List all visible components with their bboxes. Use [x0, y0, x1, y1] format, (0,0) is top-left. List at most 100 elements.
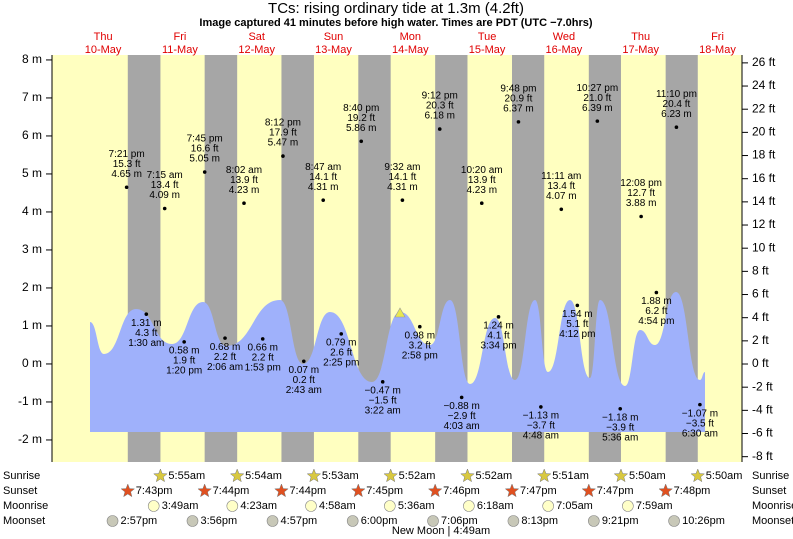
- sunset-icon: [274, 483, 289, 498]
- extreme-label: 8:02 am: [226, 165, 262, 176]
- moonset-icon: [106, 515, 119, 527]
- extreme-label: 20.3 ft: [426, 101, 454, 112]
- extreme-label: 13.9 ft: [468, 175, 496, 186]
- tide-extreme: [202, 170, 207, 174]
- tide-extreme: [595, 119, 600, 123]
- extreme-label: 6.37 m: [503, 104, 534, 115]
- sunset-time: 7:45pm: [366, 485, 403, 497]
- tide-extreme: [459, 395, 464, 400]
- extreme-label: 12.7 ft: [627, 188, 655, 199]
- y-tick-label: 3 m: [22, 242, 42, 256]
- moonrise-icon: [384, 500, 396, 512]
- extreme-label: 1.9 ft: [173, 356, 195, 367]
- extreme-label: 4:48 am: [523, 431, 559, 442]
- extreme-label: 1:53 pm: [245, 363, 281, 374]
- sunrise-time: 5:51am: [552, 470, 589, 482]
- extreme-label: 1.24 m: [483, 320, 514, 331]
- tide-extreme: [162, 206, 167, 211]
- moonset-icon: [427, 515, 439, 527]
- tide-extreme: [400, 198, 405, 202]
- extreme-label: 4:54 pm: [638, 316, 674, 327]
- moonset-icon: [346, 515, 359, 527]
- moonset-icon: [588, 515, 600, 527]
- moonset-time: 10:26pm: [682, 515, 725, 527]
- tide-extreme: [260, 337, 265, 341]
- extreme-label: 7:21 pm: [109, 149, 145, 160]
- extreme-label: −1.07 m: [682, 408, 718, 419]
- extreme-label: 4.31 m: [387, 182, 418, 193]
- row-label: Sunrise: [3, 470, 40, 482]
- moonset-icon: [186, 515, 199, 527]
- tide-extreme: [321, 198, 326, 202]
- tide-extreme: [380, 380, 385, 384]
- moonset-icon: [668, 515, 680, 527]
- date-label: 12-May: [238, 44, 275, 56]
- weekday-label: Fri: [173, 31, 186, 43]
- y-tick-label: 7 m: [22, 90, 42, 104]
- extreme-label: 6.39 m: [582, 103, 613, 114]
- y2-tick-label: -2 ft: [752, 379, 773, 393]
- extreme-label: 7:15 am: [147, 170, 183, 181]
- sunrise-time: 5:52am: [475, 470, 512, 482]
- extreme-label: 2:06 am: [207, 362, 243, 373]
- moonset-time: 8:13pm: [521, 515, 558, 527]
- sunrise-icon: [383, 468, 398, 483]
- row-label: Sunrise: [752, 470, 789, 482]
- extreme-label: 19.2 ft: [347, 113, 375, 124]
- moonrise-icon: [622, 500, 634, 512]
- sunset-time: 7:44pm: [289, 485, 326, 497]
- extreme-label: 13.9 ft: [230, 175, 258, 186]
- extreme-label: 4.1 ft: [487, 330, 509, 341]
- tide-extreme: [698, 402, 702, 407]
- date-label: 15-May: [469, 44, 506, 56]
- extreme-label: 4.23 m: [466, 185, 497, 196]
- extreme-label: 3.88 m: [626, 198, 657, 209]
- y2-tick-label: 2 ft: [752, 333, 769, 347]
- weekday-label: Fri: [711, 31, 724, 43]
- extreme-label: 4.09 m: [149, 190, 180, 201]
- tide-extreme: [242, 201, 246, 206]
- extreme-label: 0.2 ft: [293, 375, 315, 386]
- y-tick-label: 2 m: [22, 280, 42, 294]
- y-tick-label: -1 m: [18, 394, 42, 408]
- tide-extreme: [654, 290, 659, 295]
- sunrise-icon: [690, 468, 706, 483]
- sunrise-icon: [229, 468, 245, 483]
- moonrise-time: 4:23am: [240, 500, 277, 512]
- moonset-time: 2:57pm: [121, 515, 158, 527]
- extreme-label: 6:30 am: [682, 428, 718, 439]
- extreme-label: 4.31 m: [308, 182, 339, 193]
- extreme-label: 16.6 ft: [191, 144, 219, 155]
- extreme-label: 4.3 ft: [135, 328, 157, 339]
- y2-tick-label: -8 ft: [752, 449, 773, 463]
- extreme-label: 0.66 m: [247, 343, 278, 354]
- moonset-time: 4:57pm: [281, 515, 318, 527]
- moon-phase: New Moon | 4:49am: [392, 525, 490, 537]
- tide-extreme: [223, 336, 227, 340]
- extreme-label: −3.7 ft: [527, 421, 555, 432]
- extreme-label: −3.9 ft: [606, 422, 634, 433]
- y2-tick-label: 24 ft: [752, 78, 776, 92]
- extreme-label: 2:43 am: [286, 385, 322, 396]
- date-label: 16-May: [546, 44, 583, 56]
- moonrise-time: 3:49am: [162, 500, 199, 512]
- extreme-label: 2.2 ft: [214, 352, 236, 363]
- moonset-time: 7:06pm: [441, 515, 478, 527]
- tide-extreme: [496, 315, 501, 319]
- extreme-label: 8:40 pm: [343, 103, 379, 114]
- extreme-label: 6.18 m: [424, 111, 455, 122]
- y-tick-label: 6 m: [22, 128, 42, 142]
- extreme-label: 2.2 ft: [252, 353, 274, 364]
- tide-extreme: [359, 139, 364, 144]
- extreme-label: 10:27 pm: [576, 83, 618, 94]
- extreme-label: 8:47 am: [305, 162, 341, 173]
- y2-tick-label: 12 ft: [752, 217, 776, 231]
- extreme-label: 4.07 m: [546, 191, 577, 202]
- sunrise-icon: [460, 468, 475, 483]
- y-tick-label: -2 m: [18, 432, 42, 446]
- moonrise-time: 7:59am: [636, 500, 673, 512]
- sunrise-time: 5:50am: [629, 470, 666, 482]
- row-label: Sunset: [752, 485, 786, 497]
- extreme-label: 4.23 m: [229, 185, 260, 196]
- weekday-label: Thu: [94, 31, 113, 43]
